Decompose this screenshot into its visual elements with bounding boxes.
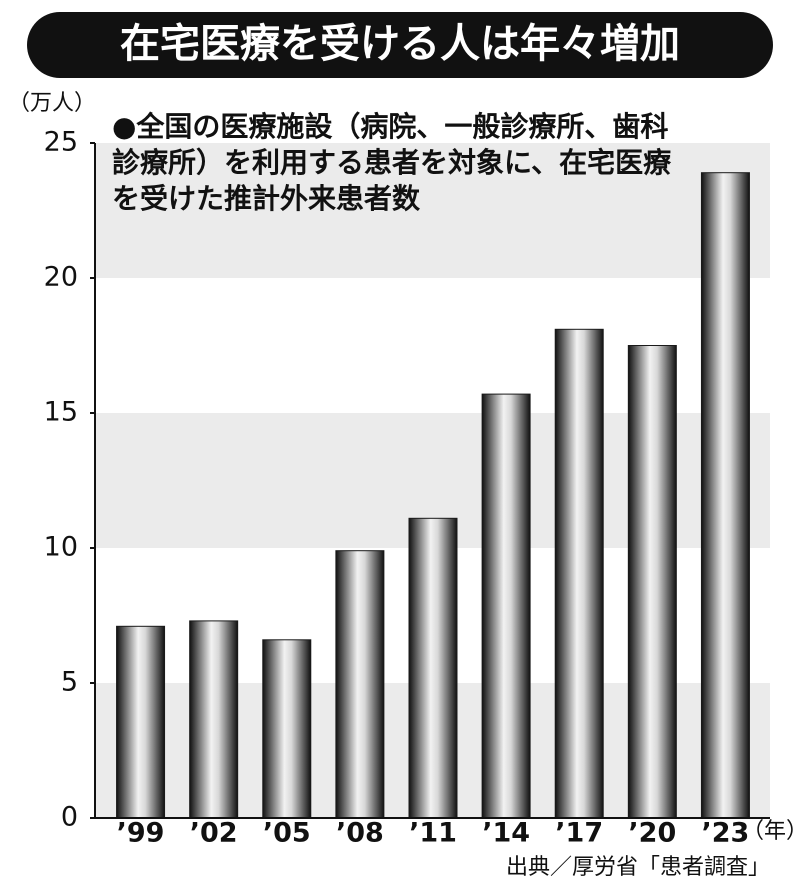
y-tick-label: 20 xyxy=(44,262,78,293)
grid-band xyxy=(95,143,770,278)
y-tick-label: 15 xyxy=(44,397,78,428)
annotation: 診療所）を利用する患者を対象に、在宅医療 xyxy=(112,146,672,179)
y-tick-label: 25 xyxy=(44,127,78,158)
x-tick-label: ’05 xyxy=(263,818,311,849)
y-tick-label: 0 xyxy=(61,802,78,833)
bar xyxy=(116,625,166,819)
y-unit: （万人） xyxy=(8,91,96,116)
x-tick-label: ’02 xyxy=(190,818,238,849)
bar xyxy=(700,172,750,819)
bar xyxy=(262,639,312,819)
source: 出典／厚労省「患者調査」 xyxy=(506,855,770,880)
annotation: ●全国の医療施設（病院、一般診療所、歯科 xyxy=(112,110,668,143)
title-banner xyxy=(27,12,773,78)
x-tick-label: ’20 xyxy=(628,818,676,849)
bar xyxy=(627,345,677,819)
bar xyxy=(189,620,239,819)
bar xyxy=(481,393,531,819)
x-tick-label: ’99 xyxy=(117,818,165,849)
x-unit: （年） xyxy=(742,819,800,844)
x-tick-label: ’23 xyxy=(702,818,750,849)
x-tick-label: ’14 xyxy=(482,818,530,849)
x-tick-label: ’08 xyxy=(336,818,384,849)
bar xyxy=(554,328,604,819)
bar xyxy=(335,550,385,819)
y-tick-label: 10 xyxy=(44,532,78,563)
annotation: を受けた推計外来患者数 xyxy=(112,182,421,215)
x-tick-label: ’11 xyxy=(409,818,457,849)
y-tick-label: 5 xyxy=(61,667,78,698)
chart-title: 在宅医療を受ける人は年々増加 xyxy=(120,21,680,67)
x-tick-label: ’17 xyxy=(555,818,603,849)
bar xyxy=(408,517,458,819)
